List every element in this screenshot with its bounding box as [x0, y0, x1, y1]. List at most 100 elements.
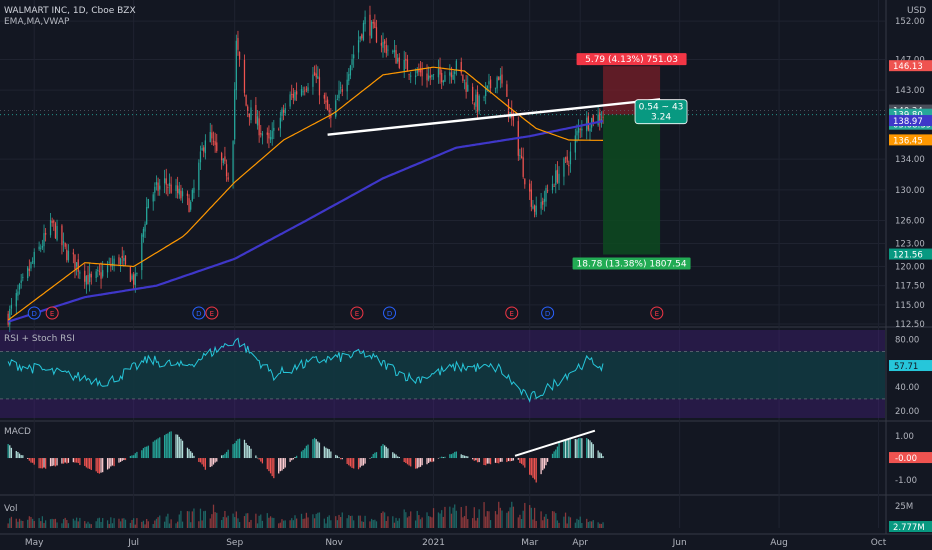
macd-histogram-bar	[340, 458, 342, 460]
macd-histogram-bar	[85, 458, 88, 468]
volume-bar	[558, 522, 560, 528]
volume-bar	[449, 506, 451, 528]
candle	[67, 250, 70, 261]
candle	[535, 205, 537, 215]
earnings-marker[interactable]	[350, 306, 364, 320]
macd-histogram-bar	[478, 458, 480, 463]
volume-bar	[17, 521, 19, 528]
risk-reward-line2: 3.24	[651, 113, 671, 123]
rsi-title[interactable]: RSI + Stoch RSI	[4, 334, 75, 344]
macd-histogram-bar	[462, 454, 464, 459]
earnings-marker[interactable]	[650, 306, 664, 320]
candle	[170, 184, 172, 193]
dividend-marker[interactable]	[192, 306, 206, 320]
dividend-marker[interactable]	[541, 306, 555, 320]
candle	[7, 313, 9, 325]
price-pane[interactable]: 5.79 (4.13%) 751.03 18.78 (13.38%) 1807.5…	[0, 5, 885, 333]
macd-histogram-bar	[30, 458, 32, 463]
macd-histogram-bar	[121, 458, 123, 461]
macd-histogram-bar	[238, 438, 241, 459]
macd-histogram-bar	[414, 458, 417, 469]
macd-histogram-bar	[421, 458, 423, 466]
candle	[100, 272, 102, 279]
macd-histogram-bar	[66, 458, 68, 464]
candle	[214, 141, 216, 145]
dividend-marker[interactable]	[27, 306, 41, 320]
indicator-legend[interactable]: EMA,MA,VWAP	[4, 17, 70, 27]
earnings-marker[interactable]	[205, 306, 219, 320]
macd-histogram-bar	[318, 442, 321, 459]
volume-bar	[74, 520, 76, 528]
volume-bar	[238, 522, 241, 528]
macd-histogram-bar	[180, 438, 182, 459]
volume-bar	[460, 507, 462, 528]
time-axis[interactable]: May Jul Sep Nov 2021 Mar Apr Jun Aug Oct	[25, 538, 887, 548]
volume-pane[interactable]	[7, 501, 604, 528]
candle	[346, 79, 348, 92]
macd-histogram-bar	[61, 458, 63, 464]
volume-bar	[341, 512, 343, 528]
macd-histogram-bar	[40, 458, 42, 469]
volume-bar	[472, 518, 474, 528]
volume-bar	[193, 508, 195, 528]
macd-histogram-bar	[292, 458, 294, 460]
candle	[364, 16, 366, 25]
macd-histogram-bar	[529, 458, 531, 475]
macd-histogram-bar	[17, 452, 19, 459]
volume-bar	[203, 511, 205, 528]
candle	[462, 74, 464, 81]
macd-histogram-bar	[602, 456, 604, 459]
volume-bar	[98, 517, 101, 528]
macd-histogram-bar	[483, 458, 485, 466]
volume-bar	[467, 519, 469, 528]
candle	[268, 132, 270, 139]
candle	[305, 88, 308, 90]
volume-bar	[134, 524, 136, 528]
macd-title[interactable]: MACD	[4, 427, 31, 437]
volume-bar	[488, 511, 490, 528]
volume-bar	[533, 507, 536, 528]
candle	[193, 187, 195, 193]
dividend-marker[interactable]	[383, 306, 397, 320]
macd-histogram-bar	[429, 458, 431, 462]
volume-bar	[535, 520, 537, 528]
volume-bar	[330, 520, 332, 528]
price-axis[interactable]: 152.00147.00143.00134.00130.00126.00123.…	[889, 17, 932, 533]
volume-bar	[136, 518, 138, 528]
time-tick-label: 2021	[422, 538, 445, 548]
volume-bar	[296, 518, 298, 528]
volume-bar	[248, 522, 250, 528]
macd-histogram-bar	[467, 456, 469, 459]
earnings-marker[interactable]	[45, 306, 59, 320]
price-tag-box	[889, 115, 932, 127]
volume-title[interactable]: Vol	[4, 504, 17, 514]
candle	[431, 74, 433, 77]
macd-histogram-bar	[294, 457, 296, 459]
volume-bar	[569, 517, 572, 528]
price-tick-label: 134.00	[895, 155, 925, 165]
macd-histogram-bar	[129, 455, 132, 459]
macd-histogram-bar	[353, 458, 355, 469]
volume-bar	[455, 510, 457, 528]
time-tick-label: Apr	[572, 538, 588, 548]
rsi-pane[interactable]	[0, 330, 885, 418]
candle	[15, 293, 17, 307]
volume-bar	[147, 521, 149, 528]
macd-pane[interactable]	[7, 429, 604, 483]
macd-histogram-bar	[167, 433, 169, 459]
macd-histogram-bar	[556, 446, 559, 459]
candle	[142, 228, 145, 237]
candle	[43, 233, 45, 247]
macd-histogram-bar	[97, 458, 99, 474]
symbol-title[interactable]: WALMART INC, 1D, Cboe BZX	[4, 6, 136, 16]
macd-histogram-bar	[586, 438, 588, 459]
macd-histogram-bar	[439, 457, 441, 459]
macd-histogram-bar	[359, 458, 361, 468]
volume-bar	[235, 511, 237, 528]
macd-histogram-bar	[214, 458, 216, 463]
macd-histogram-bar	[506, 458, 508, 463]
earnings-marker[interactable]	[505, 306, 519, 320]
candle	[465, 82, 467, 92]
target-label: 5.79 (4.13%) 751.03	[585, 55, 678, 65]
